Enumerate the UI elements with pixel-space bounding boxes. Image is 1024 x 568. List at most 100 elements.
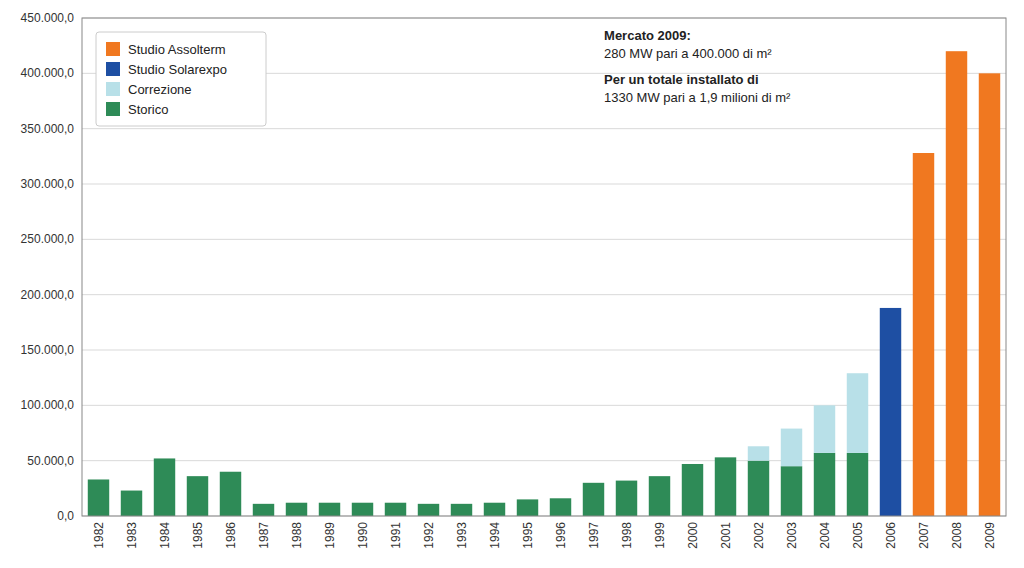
bar xyxy=(616,480,637,481)
bar xyxy=(583,482,604,483)
x-tick-label: 1996 xyxy=(554,522,568,549)
grid-line xyxy=(82,184,1006,185)
bar xyxy=(814,405,835,453)
bar xyxy=(286,502,307,503)
legend-label: Storico xyxy=(128,102,168,117)
bar xyxy=(715,457,736,516)
x-tick-label: 2004 xyxy=(818,522,832,549)
bar xyxy=(847,373,868,374)
bar xyxy=(385,503,406,516)
x-tick-label: 1987 xyxy=(257,522,271,549)
y-tick-label: 50.000,0 xyxy=(27,454,74,468)
y-tick-label: 450.000,0 xyxy=(21,11,75,25)
series xyxy=(880,308,901,516)
bar xyxy=(715,457,736,458)
legend-swatch xyxy=(106,102,120,116)
bar xyxy=(616,481,637,516)
bar xyxy=(913,153,934,516)
legend-swatch xyxy=(106,62,120,76)
bar xyxy=(451,503,472,504)
bar xyxy=(187,476,208,477)
x-tick-label: 1990 xyxy=(356,522,370,549)
bar xyxy=(253,503,274,504)
bar xyxy=(451,503,472,504)
bar xyxy=(649,476,670,477)
bar xyxy=(319,502,340,503)
chart: 0,050.000,0100.000,0150.000,0200.000,025… xyxy=(0,0,1024,568)
annotation: 1330 MW pari a 1,9 milioni di m² xyxy=(604,90,791,105)
x-tick-label: 2002 xyxy=(752,522,766,549)
x-tick-label: 1994 xyxy=(488,522,502,549)
bar xyxy=(550,498,571,499)
bar xyxy=(352,502,373,503)
bar xyxy=(517,499,538,500)
bar xyxy=(154,458,175,459)
bar xyxy=(715,457,736,458)
y-tick-label: 150.000,0 xyxy=(21,343,75,357)
series xyxy=(913,51,1000,516)
bar xyxy=(418,503,439,504)
bar xyxy=(187,476,208,477)
x-tick-label: 1989 xyxy=(323,522,337,549)
bar xyxy=(583,482,604,483)
x-tick-label: 1984 xyxy=(158,522,172,549)
y-tick-label: 250.000,0 xyxy=(21,232,75,246)
x-tick-label: 1991 xyxy=(389,522,403,549)
bar xyxy=(781,466,802,516)
bar xyxy=(715,457,736,458)
legend-box xyxy=(96,32,266,126)
x-tick-label: 1988 xyxy=(290,522,304,549)
x-tick-label: 2007 xyxy=(917,522,931,549)
annotation: Per un totale installato di xyxy=(604,72,759,87)
bar xyxy=(220,471,241,472)
annotation: Mercato 2009: xyxy=(604,28,691,43)
bar xyxy=(814,453,835,516)
legend-label: Correzione xyxy=(128,82,192,97)
x-tick-label: 2009 xyxy=(983,522,997,549)
grid-line xyxy=(82,128,1006,129)
bar xyxy=(88,479,109,480)
bar xyxy=(319,503,340,516)
bar xyxy=(880,307,901,308)
bar xyxy=(121,490,142,491)
bar xyxy=(484,503,505,516)
bar xyxy=(550,498,571,516)
bar xyxy=(880,308,901,516)
legend: Studio Assolterm Studio Solarexpo Correzio… xyxy=(96,32,266,126)
bar xyxy=(418,503,439,504)
y-tick-label: 0,0 xyxy=(57,509,74,523)
legend-label: Studio Assolterm xyxy=(128,42,226,57)
y-tick-label: 100.000,0 xyxy=(21,398,75,412)
bar xyxy=(385,502,406,503)
series xyxy=(748,373,868,466)
bar xyxy=(121,491,142,516)
bar xyxy=(418,504,439,516)
plot-frame xyxy=(82,18,1006,516)
bar xyxy=(220,472,241,516)
y-axis: 0,050.000,0100.000,0150.000,0200.000,025… xyxy=(21,11,75,523)
bar xyxy=(847,373,868,453)
bar xyxy=(484,502,505,503)
bar xyxy=(319,502,340,503)
bar xyxy=(682,463,703,464)
bar xyxy=(187,476,208,516)
bar xyxy=(220,471,241,472)
x-tick-label: 1983 xyxy=(125,522,139,549)
bar xyxy=(649,476,670,477)
bar xyxy=(451,503,472,504)
bar xyxy=(88,479,109,516)
annotation: 280 MW pari a 400.000 di m² xyxy=(604,46,772,61)
bar xyxy=(352,502,373,503)
x-tick-label: 1985 xyxy=(191,522,205,549)
bar xyxy=(748,461,769,516)
bar xyxy=(385,502,406,503)
x-tick-label: 1992 xyxy=(422,522,436,549)
bar xyxy=(814,405,835,406)
bar xyxy=(88,479,109,480)
grid-line xyxy=(82,294,1006,295)
bar xyxy=(682,463,703,464)
bar xyxy=(352,503,373,516)
bar xyxy=(286,502,307,503)
legend-label: Studio Solarexpo xyxy=(128,62,227,77)
bar xyxy=(220,471,241,472)
